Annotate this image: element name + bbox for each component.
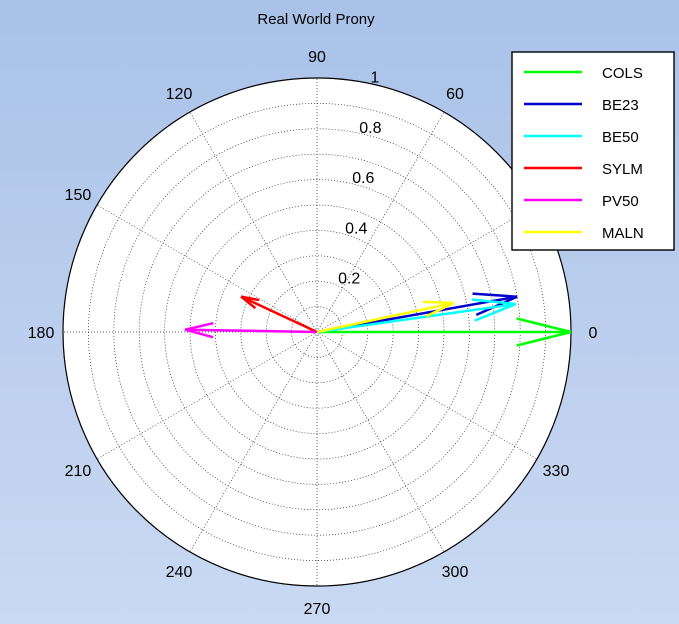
- angle-tick-label: 180: [28, 325, 55, 342]
- arrow-shaft: [240, 295, 318, 334]
- angle-gridline: [316, 111, 445, 333]
- angle-tick-label: 330: [543, 463, 570, 480]
- angle-gridline: [189, 331, 318, 553]
- compass-arrow: [317, 317, 572, 347]
- arrow-head: [240, 295, 260, 302]
- compass-arrow: [316, 298, 517, 334]
- arrow-head: [516, 330, 572, 347]
- arrow-head: [422, 300, 454, 305]
- angle-tick-label: 300: [442, 564, 469, 581]
- arrow-shaft: [316, 301, 454, 334]
- angle-gridline: [96, 331, 318, 460]
- angle-tick-label: 210: [65, 463, 92, 480]
- arrow-head: [425, 301, 455, 318]
- radial-tick-label: 1: [370, 69, 379, 86]
- legend-box: [511, 51, 675, 251]
- legend-label: BE23: [602, 97, 639, 114]
- arrow-head: [516, 317, 572, 334]
- chart-title: Real World Prony: [257, 11, 375, 28]
- angle-gridline: [316, 204, 538, 333]
- compass-arrow: [184, 321, 318, 339]
- arrow-head: [184, 328, 214, 339]
- angle-tick-label: 0: [589, 325, 598, 342]
- angle-tick-label: 60: [446, 86, 464, 103]
- legend-label: SYLM: [602, 161, 643, 178]
- angle-tick-label: 90: [308, 49, 326, 66]
- angle-tick-label: 150: [65, 187, 92, 204]
- radial-tick-label: 0.2: [338, 271, 360, 288]
- legend-label: BE50: [602, 129, 639, 146]
- compass-arrow: [316, 300, 455, 334]
- angle-tick-label: 270: [304, 601, 331, 618]
- angle-tick-label: 240: [166, 564, 193, 581]
- arrow-head: [240, 295, 257, 310]
- legend-label: COLS: [602, 65, 643, 82]
- arrow-head: [474, 302, 517, 322]
- radial-tick-label: 0.4: [345, 220, 367, 237]
- legend-label: MALN: [602, 225, 644, 242]
- arrow-shaft: [316, 302, 516, 334]
- radial-tick-label: 0.6: [352, 170, 374, 187]
- angle-tick-label: 120: [166, 86, 193, 103]
- arrow-head: [471, 298, 516, 306]
- radial-tick-label: 0.8: [359, 120, 381, 137]
- arrow-shaft: [184, 328, 318, 334]
- legend-label: PV50: [602, 193, 639, 210]
- arrow-head: [472, 292, 518, 298]
- compass-arrow: [240, 295, 318, 334]
- arrow-head: [184, 321, 214, 331]
